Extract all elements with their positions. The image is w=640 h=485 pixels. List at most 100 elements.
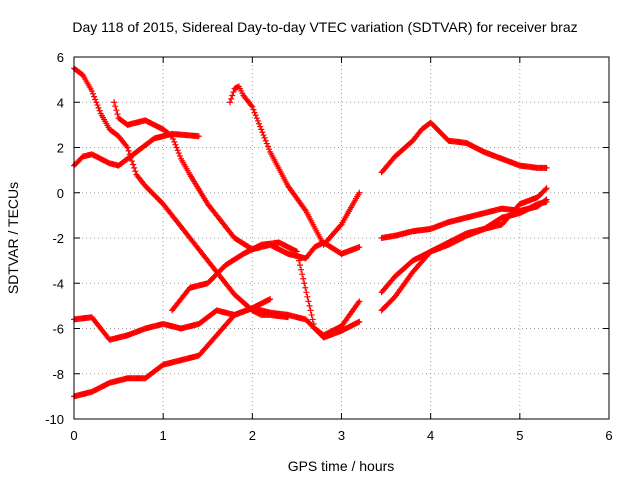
data-point <box>356 298 363 305</box>
tick-layer: 0 1 2 3 4 5 6 6 4 2 0 -2 -4 -6 -8 -10 <box>45 50 612 443</box>
data-point <box>302 284 309 291</box>
data-point <box>131 164 138 171</box>
series-8-markers <box>378 119 550 176</box>
data-point <box>251 109 258 116</box>
data-point <box>304 293 311 300</box>
data-point <box>92 96 99 103</box>
data-point <box>257 123 264 130</box>
data-point <box>543 164 550 171</box>
data-point <box>261 134 268 141</box>
data-point <box>356 318 363 325</box>
data-point <box>91 93 98 100</box>
data-point <box>262 137 269 144</box>
data-point <box>94 102 101 109</box>
series-10-markers <box>378 185 550 296</box>
data-point <box>256 120 263 127</box>
data-point <box>258 126 265 133</box>
data-point <box>230 89 237 96</box>
data-point <box>263 140 270 147</box>
data-point <box>303 289 310 296</box>
y-axis-title: SDTVAR / TECUs <box>5 182 21 294</box>
data-point <box>260 132 267 139</box>
y-tick-label: -10 <box>45 412 64 427</box>
data-point <box>543 185 550 192</box>
data-point <box>306 302 313 309</box>
data-point <box>356 189 363 196</box>
data-point <box>93 99 100 106</box>
data-point <box>293 248 300 255</box>
data-point <box>228 95 235 102</box>
data-point <box>112 103 119 110</box>
y-tick-label: 2 <box>57 141 64 156</box>
data-point <box>249 103 256 110</box>
data-point <box>172 141 179 148</box>
data-point <box>96 107 103 114</box>
data-point <box>267 296 274 303</box>
data-point <box>307 307 314 314</box>
y-tick-label: 6 <box>57 50 64 65</box>
data-point <box>111 99 118 106</box>
data-point <box>252 112 259 119</box>
x-axis-title: GPS time / hours <box>288 458 395 474</box>
data-point <box>542 186 549 193</box>
data-point <box>253 115 260 122</box>
data-layer <box>71 65 550 400</box>
series-7-markers <box>169 239 363 339</box>
data-point <box>308 311 315 318</box>
x-tick-label: 1 <box>160 428 167 443</box>
chart-title: Day 118 of 2015, Sidereal Day-to-day VTE… <box>72 19 577 35</box>
data-point <box>266 146 273 153</box>
data-point <box>310 320 317 327</box>
data-point <box>337 222 344 229</box>
x-tick-label: 0 <box>70 428 77 443</box>
data-point <box>299 271 306 278</box>
data-point <box>297 262 304 269</box>
data-point <box>171 138 178 145</box>
grid-layer <box>74 57 609 419</box>
data-point <box>264 143 271 150</box>
data-point <box>88 87 95 94</box>
data-point <box>114 111 121 118</box>
x-tick-label: 5 <box>516 428 523 443</box>
data-point <box>294 253 301 260</box>
data-point <box>130 161 137 168</box>
series-11-markers <box>378 198 550 314</box>
series-4-markers <box>227 83 363 248</box>
data-point <box>356 244 363 251</box>
data-point <box>259 129 266 136</box>
data-point <box>296 257 303 264</box>
data-point <box>89 90 96 97</box>
data-point <box>176 152 183 159</box>
data-point <box>128 158 135 165</box>
y-tick-label: -2 <box>52 231 64 246</box>
series-9-markers <box>378 196 550 241</box>
y-tick-label: -6 <box>52 322 64 337</box>
x-tick-label: 4 <box>427 428 434 443</box>
series-3-markers <box>111 99 363 262</box>
data-point <box>305 298 312 305</box>
data-point <box>113 107 120 114</box>
data-point <box>95 104 102 111</box>
data-point <box>174 147 181 154</box>
y-tick-label: -4 <box>52 276 64 291</box>
data-point <box>227 99 234 106</box>
data-point <box>229 92 236 99</box>
data-point <box>250 106 257 113</box>
series-6-markers <box>71 305 363 400</box>
y-tick-label: -8 <box>52 367 64 382</box>
data-point <box>300 275 307 282</box>
y-tick-label: 0 <box>57 186 64 201</box>
series-1-markers <box>71 65 291 321</box>
data-point <box>543 198 550 205</box>
data-point <box>125 147 132 154</box>
y-tick-label: 4 <box>57 95 64 110</box>
data-point <box>309 316 316 323</box>
data-point <box>167 132 174 139</box>
x-tick-label: 3 <box>338 428 345 443</box>
data-point <box>173 144 180 151</box>
data-point <box>124 144 131 151</box>
data-point <box>170 136 177 143</box>
x-tick-label: 2 <box>249 428 256 443</box>
